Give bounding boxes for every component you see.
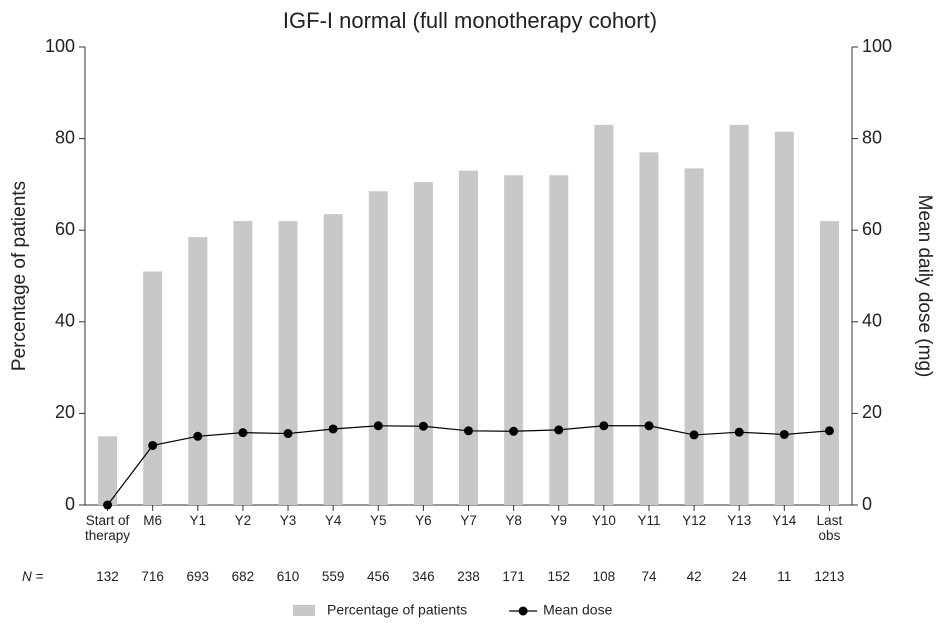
bar xyxy=(278,221,298,506)
n-value: 693 xyxy=(186,569,210,584)
n-value: 1213 xyxy=(814,569,845,584)
bar xyxy=(504,175,524,506)
bar xyxy=(143,271,163,505)
line-point xyxy=(689,430,699,440)
y2-tick-label: 0 xyxy=(862,494,872,514)
y2-tick-label: 20 xyxy=(862,402,882,422)
line-point xyxy=(734,427,744,437)
x-tick-label: Y3 xyxy=(279,513,297,528)
line-point xyxy=(599,421,609,431)
legend-label: Mean dose xyxy=(543,602,612,618)
n-value: 152 xyxy=(547,569,570,584)
bar xyxy=(819,221,839,506)
line-point xyxy=(509,426,519,436)
x-tick-label: Last obs xyxy=(816,513,843,543)
x-tick-label: Y4 xyxy=(324,513,342,528)
legend-label: Percentage of patients xyxy=(327,602,467,618)
x-tick-label: Y9 xyxy=(550,513,567,528)
x-tick-label: Start of therapy xyxy=(85,513,131,543)
n-value: 238 xyxy=(457,569,480,584)
n-value: 42 xyxy=(686,569,702,584)
y2-axis-label: Mean daily dose (mg) xyxy=(914,195,935,378)
x-tick-label: Y14 xyxy=(772,513,797,528)
line-point xyxy=(193,431,203,441)
legend-swatch xyxy=(293,605,315,616)
line-point xyxy=(103,500,113,510)
x-tick-label: Y12 xyxy=(682,513,707,528)
line-point xyxy=(238,428,248,438)
n-value: 610 xyxy=(276,569,300,584)
x-tick-label: Y5 xyxy=(369,513,387,528)
line-point xyxy=(148,440,158,450)
bar xyxy=(233,221,253,506)
n-value: 171 xyxy=(502,569,525,584)
line-point xyxy=(328,424,338,434)
line-point xyxy=(373,421,383,431)
n-value: 346 xyxy=(412,569,435,584)
n-value: 559 xyxy=(321,569,345,584)
line-point xyxy=(554,425,564,435)
n-value: 682 xyxy=(231,569,255,584)
chart-title: IGF-I normal (full monotherapy cohort) xyxy=(283,8,657,33)
legend-swatch xyxy=(518,606,528,616)
bar xyxy=(684,168,704,505)
x-tick-label: Y11 xyxy=(637,513,661,528)
bar xyxy=(459,170,478,505)
n-value: 24 xyxy=(731,569,747,584)
bar xyxy=(323,214,343,506)
bar xyxy=(368,191,388,505)
n-value: 11 xyxy=(777,569,792,584)
bar xyxy=(188,237,208,505)
x-tick-label: Y13 xyxy=(727,513,752,528)
x-tick-label: Y10 xyxy=(591,513,616,528)
x-tick-label: Y2 xyxy=(234,513,252,528)
x-tick-label: Y8 xyxy=(505,513,522,528)
n-value: 456 xyxy=(366,569,390,584)
bar xyxy=(774,131,794,506)
bar xyxy=(98,436,118,505)
y-tick-label: 80 xyxy=(55,127,75,147)
x-tick-label: M6 xyxy=(143,513,163,528)
y2-tick-label: 60 xyxy=(862,219,882,239)
n-value: 132 xyxy=(96,569,119,584)
bar xyxy=(413,182,433,506)
x-tick-label: Y7 xyxy=(460,513,477,528)
y-tick-label: 100 xyxy=(45,36,75,56)
y2-tick-label: 40 xyxy=(862,311,882,331)
x-tick-label: Y6 xyxy=(415,513,432,528)
n-label: N = xyxy=(22,569,44,584)
bar xyxy=(729,124,749,506)
line-point xyxy=(464,426,473,436)
y2-tick-label: 80 xyxy=(862,127,882,147)
n-value: 108 xyxy=(592,569,616,584)
n-value: 716 xyxy=(141,569,164,584)
y-tick-label: 20 xyxy=(55,402,75,422)
line-point xyxy=(283,429,293,439)
y-tick-label: 60 xyxy=(55,219,75,239)
line-point xyxy=(779,429,789,439)
y-tick-label: 40 xyxy=(55,311,75,331)
line-point xyxy=(824,426,834,436)
bar xyxy=(594,124,614,506)
x-tick-label: Y1 xyxy=(189,513,207,528)
n-value: 74 xyxy=(641,569,657,584)
line-point xyxy=(644,421,654,431)
y-tick-label: 0 xyxy=(65,494,75,514)
y-axis-label: Percentage of patients xyxy=(9,181,30,371)
bar xyxy=(639,152,659,505)
line-point xyxy=(418,421,428,431)
y2-tick-label: 100 xyxy=(862,36,892,56)
bar xyxy=(549,175,569,506)
